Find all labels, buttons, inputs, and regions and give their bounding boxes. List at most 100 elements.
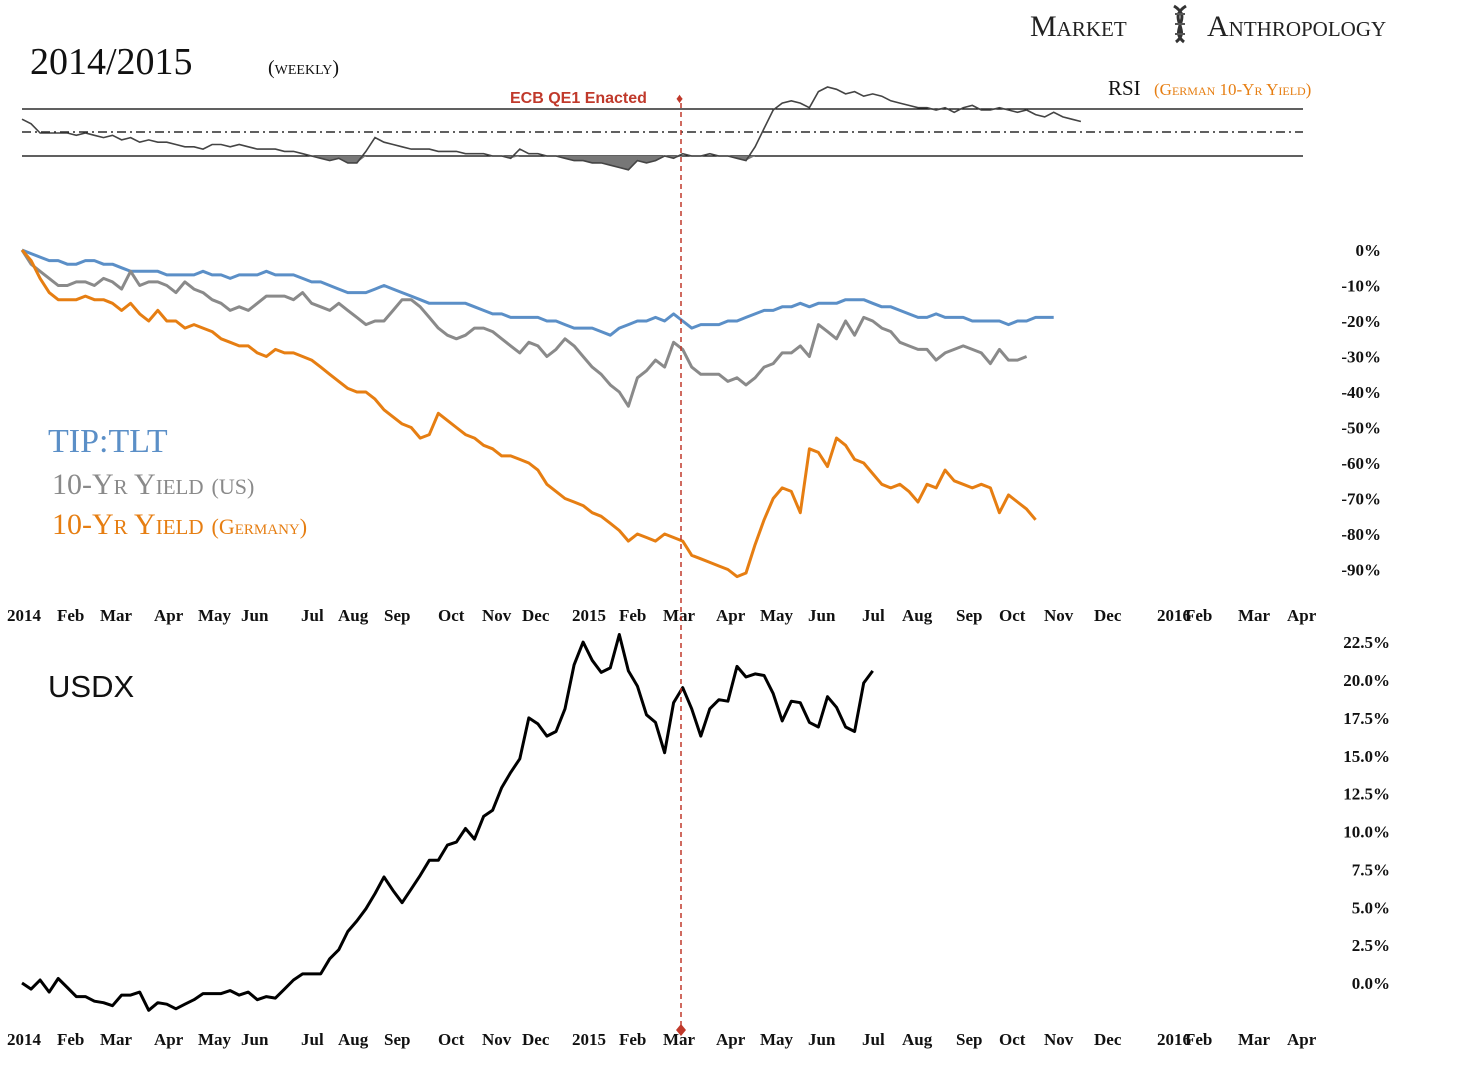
x-tick: Mar bbox=[1238, 606, 1271, 625]
x-tick: Sep bbox=[384, 1030, 410, 1049]
x-tick: Jul bbox=[301, 1030, 324, 1049]
rsi-sublabel: (German 10-Yr Yield) bbox=[1154, 80, 1311, 99]
x-tick: Nov bbox=[1044, 1030, 1074, 1049]
yield-chart: 0% -10% -20% -30% -40% -50% -60% -70% -80% -90% bbox=[20, 241, 1382, 580]
x-tick: Jun bbox=[808, 1030, 836, 1049]
x-tick: Oct bbox=[999, 606, 1026, 625]
y-tick-upper: -80% bbox=[1341, 525, 1381, 544]
rsi-oversold-fill bbox=[22, 156, 1081, 170]
x-tick: Jul bbox=[862, 606, 885, 625]
x-tick: Jun bbox=[241, 1030, 269, 1049]
dna-helix-icon bbox=[1173, 4, 1187, 44]
usdx-label: USDX bbox=[48, 669, 134, 704]
y-tick-lower: 17.5% bbox=[1343, 709, 1390, 728]
y-tick-lower: 5.0% bbox=[1352, 898, 1390, 917]
series-line-0 bbox=[21, 248, 1054, 337]
x-tick: 2016 bbox=[1157, 1030, 1191, 1049]
usdx-line bbox=[21, 633, 874, 1012]
x-axis-bottom: 2014 Feb Mar Apr May Jun Jul Aug Sep Oct Nov Dec 201… bbox=[7, 1030, 1317, 1049]
y-tick-lower: 15.0% bbox=[1343, 747, 1390, 766]
y-tick-upper: -30% bbox=[1341, 348, 1381, 367]
y-tick-lower: 22.5% bbox=[1343, 633, 1390, 652]
y-tick-upper: -90% bbox=[1341, 561, 1381, 580]
legend-us-yield: 10-Yr Yield (US) bbox=[52, 468, 254, 501]
x-tick: Jun bbox=[808, 606, 836, 625]
y-tick-upper: -50% bbox=[1341, 419, 1381, 438]
y-tick-lower: 12.5% bbox=[1343, 785, 1390, 804]
y-tick-lower: 10.0% bbox=[1343, 823, 1390, 842]
x-tick: Apr bbox=[1287, 1030, 1317, 1049]
y-tick-lower: 2.5% bbox=[1352, 936, 1390, 955]
x-tick: 2014 bbox=[7, 606, 42, 625]
x-tick: May bbox=[760, 1030, 794, 1049]
y-tick-upper: -40% bbox=[1341, 383, 1381, 402]
series-line-1 bbox=[20, 249, 1028, 408]
x-tick: Apr bbox=[716, 1030, 746, 1049]
x-tick: Apr bbox=[154, 1030, 184, 1049]
x-tick: Nov bbox=[482, 1030, 512, 1049]
annotation-label: ECB QE1 Enacted bbox=[510, 90, 647, 107]
x-tick: Oct bbox=[438, 1030, 465, 1049]
chart-title: 2014/2015 bbox=[30, 41, 193, 83]
x-tick: 2014 bbox=[7, 1030, 42, 1049]
x-tick: 2016 bbox=[1157, 606, 1191, 625]
x-tick: Dec bbox=[1094, 606, 1122, 625]
x-axis-top: 2014 Feb Mar Apr May Jun Jul Aug Sep Oct Nov Dec 201… bbox=[7, 606, 1317, 625]
x-tick: Dec bbox=[522, 606, 550, 625]
x-tick: Feb bbox=[57, 606, 84, 625]
legend-germany-yield: 10-Yr Yield (Germany) bbox=[52, 508, 307, 541]
x-tick: Aug bbox=[902, 606, 933, 625]
x-tick: Jul bbox=[301, 606, 324, 625]
x-tick: Feb bbox=[619, 606, 646, 625]
x-tick: Aug bbox=[338, 1030, 369, 1049]
x-tick: Apr bbox=[1287, 606, 1317, 625]
x-tick: Apr bbox=[154, 606, 184, 625]
x-tick: Sep bbox=[956, 1030, 982, 1049]
x-tick: Oct bbox=[438, 606, 465, 625]
x-tick: Feb bbox=[1185, 1030, 1212, 1049]
x-tick: Feb bbox=[619, 1030, 646, 1049]
x-tick: 2015 bbox=[572, 606, 606, 625]
x-tick: Sep bbox=[384, 606, 410, 625]
x-tick: Aug bbox=[902, 1030, 933, 1049]
x-tick: Mar bbox=[663, 1030, 696, 1049]
event-marker-bottom bbox=[676, 1024, 686, 1036]
x-tick: Mar bbox=[100, 606, 133, 625]
x-tick: May bbox=[198, 606, 232, 625]
x-tick: 2015 bbox=[572, 1030, 606, 1049]
y-tick-lower: 20.0% bbox=[1343, 671, 1390, 690]
y-tick-upper: -70% bbox=[1341, 490, 1381, 509]
x-tick: Mar bbox=[1238, 1030, 1271, 1049]
x-tick: Mar bbox=[100, 1030, 133, 1049]
x-tick: Apr bbox=[716, 606, 746, 625]
brand-left: Market bbox=[1030, 10, 1127, 43]
brand-right: Anthropology bbox=[1207, 10, 1386, 43]
rsi-panel bbox=[21, 86, 1303, 171]
x-tick: Feb bbox=[1185, 606, 1212, 625]
chart-title-note: (weekly) bbox=[268, 57, 339, 79]
y-tick-upper: -20% bbox=[1341, 312, 1381, 331]
usdx-chart: 22.5% 20.0% 17.5% 15.0% 12.5% 10.0% 7.5% 5.0% 2.… bbox=[21, 633, 1390, 1012]
x-tick: Oct bbox=[999, 1030, 1026, 1049]
x-tick: Feb bbox=[57, 1030, 84, 1049]
x-tick: Jun bbox=[241, 606, 269, 625]
legend-tiptlt: TIP:TLT bbox=[48, 423, 168, 460]
rsi-label: RSI bbox=[1108, 76, 1141, 100]
series-line-2 bbox=[20, 249, 1037, 579]
legend: TIP:TLT 10-Yr Yield (US) 10-Yr Yield (Germ… bbox=[48, 423, 307, 541]
y-tick-upper: 0% bbox=[1356, 241, 1382, 260]
x-tick: Jul bbox=[862, 1030, 885, 1049]
x-tick: Nov bbox=[1044, 606, 1074, 625]
y-tick-lower: 7.5% bbox=[1352, 860, 1390, 879]
y-tick-lower: 0.0% bbox=[1352, 974, 1390, 993]
x-tick: Sep bbox=[956, 606, 982, 625]
annotation-marker: ♦ bbox=[676, 90, 683, 106]
x-tick: Aug bbox=[338, 606, 369, 625]
x-tick: Mar bbox=[663, 606, 696, 625]
x-tick: Nov bbox=[482, 606, 512, 625]
x-tick: May bbox=[198, 1030, 232, 1049]
y-tick-upper: -60% bbox=[1341, 454, 1381, 473]
x-tick: May bbox=[760, 606, 794, 625]
